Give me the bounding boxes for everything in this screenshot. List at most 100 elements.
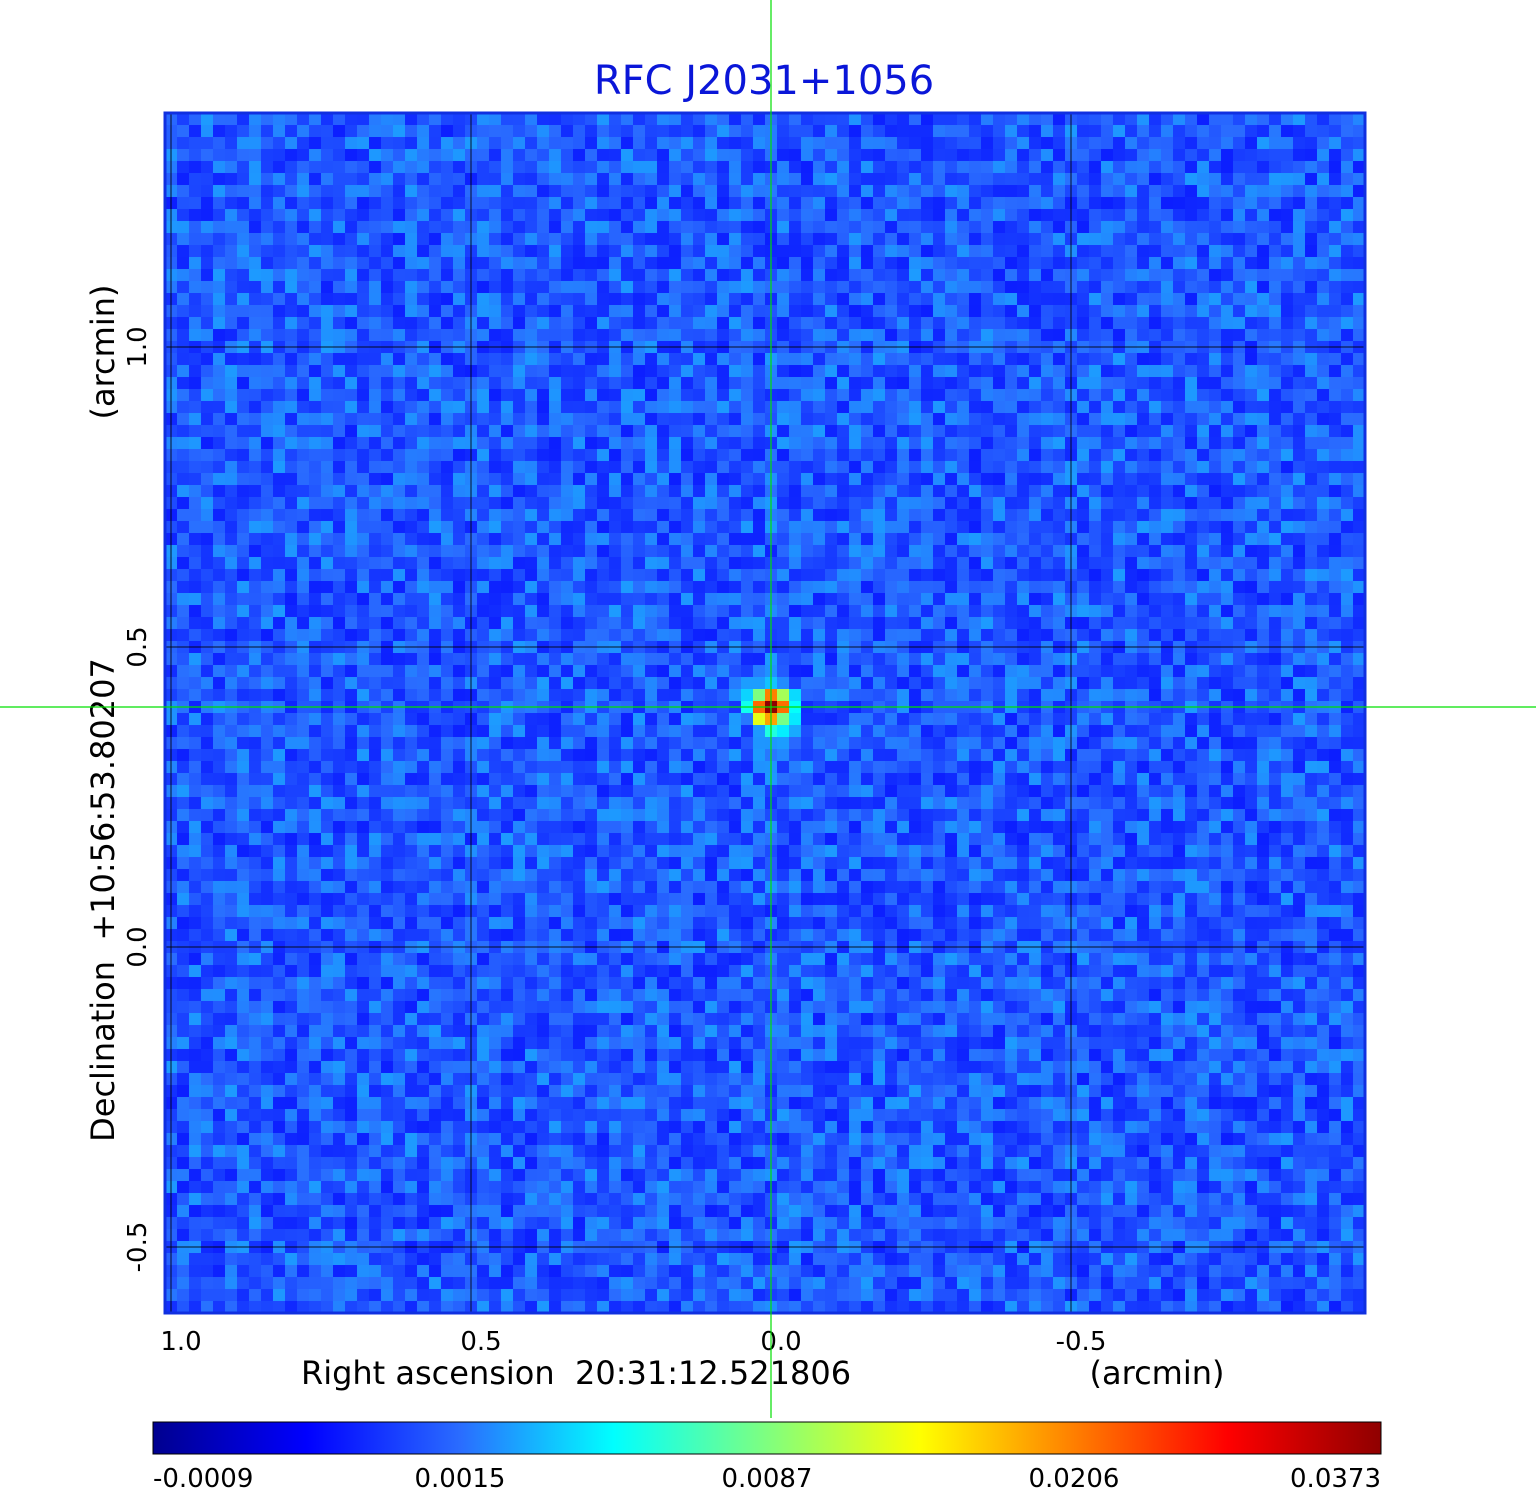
map-pixel <box>777 629 790 642</box>
map-pixel <box>585 245 598 258</box>
map-pixel <box>969 593 982 606</box>
map-pixel <box>477 209 490 222</box>
map-pixel <box>1005 497 1018 510</box>
map-pixel <box>741 149 754 162</box>
map-pixel <box>981 389 994 402</box>
map-pixel <box>1149 281 1162 294</box>
map-pixel <box>1257 137 1270 150</box>
map-pixel <box>1293 233 1306 246</box>
map-pixel <box>921 125 934 138</box>
map-pixel <box>837 629 850 642</box>
map-pixel <box>429 449 442 462</box>
map-pixel <box>849 197 862 210</box>
map-pixel <box>525 353 538 366</box>
map-pixel <box>201 437 214 450</box>
map-pixel <box>429 653 442 666</box>
map-pixel <box>693 665 706 678</box>
map-pixel <box>1293 329 1306 342</box>
map-pixel <box>369 257 382 270</box>
map-pixel <box>321 605 334 618</box>
map-pixel <box>213 521 226 534</box>
map-pixel <box>537 677 550 690</box>
map-pixel <box>1041 173 1054 186</box>
map-pixel <box>501 161 514 174</box>
map-pixel <box>669 605 682 618</box>
map-pixel <box>693 197 706 210</box>
map-pixel <box>1269 197 1282 210</box>
map-pixel <box>741 605 754 618</box>
map-pixel <box>1317 209 1330 222</box>
map-pixel <box>981 221 994 234</box>
map-pixel <box>1353 389 1365 402</box>
map-pixel <box>297 113 310 126</box>
map-pixel <box>1245 185 1258 198</box>
map-pixel <box>1089 305 1102 318</box>
map-pixel <box>729 161 742 174</box>
map-pixel <box>1149 677 1162 690</box>
map-pixel <box>861 257 874 270</box>
map-pixel <box>897 617 910 630</box>
map-pixel <box>261 353 274 366</box>
map-pixel <box>1053 401 1066 414</box>
map-pixel <box>477 305 490 318</box>
map-pixel <box>897 485 910 498</box>
map-pixel <box>777 257 790 270</box>
map-pixel <box>405 665 418 678</box>
map-pixel <box>549 689 562 702</box>
map-pixel <box>621 617 634 630</box>
map-pixel <box>1257 677 1270 690</box>
map-pixel <box>1197 629 1210 642</box>
map-pixel <box>1269 281 1282 294</box>
map-pixel <box>393 653 406 666</box>
map-pixel <box>741 497 754 510</box>
map-pixel <box>897 569 910 582</box>
map-pixel <box>789 317 802 330</box>
map-pixel <box>333 149 346 162</box>
map-pixel <box>1089 413 1102 426</box>
map-pixel <box>873 689 886 702</box>
map-pixel <box>189 173 202 186</box>
map-pixel <box>381 353 394 366</box>
map-pixel <box>321 293 334 306</box>
map-pixel <box>1245 557 1258 570</box>
map-pixel <box>1113 413 1126 426</box>
map-pixel <box>273 293 286 306</box>
map-pixel <box>1329 497 1342 510</box>
map-pixel <box>201 557 214 570</box>
map-pixel <box>201 653 214 666</box>
map-pixel <box>309 401 322 414</box>
map-pixel <box>1101 413 1114 426</box>
map-pixel <box>225 485 238 498</box>
map-pixel <box>1293 569 1306 582</box>
map-pixel <box>417 185 430 198</box>
map-pixel <box>885 353 898 366</box>
map-pixel <box>201 161 214 174</box>
map-pixel <box>345 365 358 378</box>
map-pixel <box>429 281 442 294</box>
map-pixel <box>1125 581 1138 594</box>
map-pixel <box>969 353 982 366</box>
map-pixel <box>981 677 994 690</box>
map-pixel <box>1317 401 1330 414</box>
map-pixel <box>1077 389 1090 402</box>
map-pixel <box>1197 389 1210 402</box>
map-pixel <box>1329 209 1342 222</box>
map-pixel <box>561 185 574 198</box>
map-pixel <box>1185 629 1198 642</box>
map-pixel <box>1257 185 1270 198</box>
map-pixel <box>1341 521 1354 534</box>
map-pixel <box>1053 437 1066 450</box>
map-pixel <box>345 581 358 594</box>
map-pixel <box>1197 257 1210 270</box>
map-pixel <box>957 401 970 414</box>
map-pixel <box>1029 413 1042 426</box>
map-pixel <box>393 677 406 690</box>
map-pixel <box>837 233 850 246</box>
map-pixel <box>1305 545 1318 558</box>
map-pixel <box>693 689 706 702</box>
map-pixel <box>321 509 334 522</box>
map-pixel <box>1125 629 1138 642</box>
map-pixel <box>1161 425 1174 438</box>
map-pixel <box>1005 305 1018 318</box>
map-pixel <box>981 185 994 198</box>
